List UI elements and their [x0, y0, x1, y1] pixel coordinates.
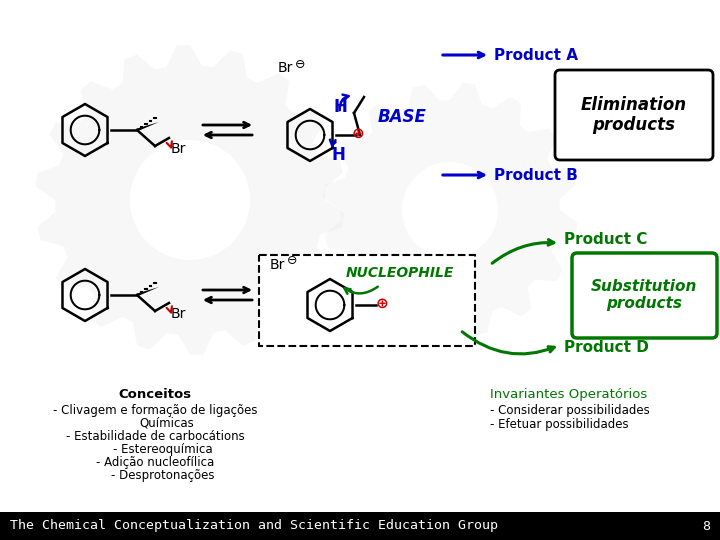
Text: - Clivagem e formação de ligações: - Clivagem e formação de ligações [53, 404, 257, 417]
Text: - Estabilidade de carbocátions: - Estabilidade de carbocátions [66, 430, 244, 443]
Text: Product C: Product C [564, 233, 647, 247]
Text: Br: Br [171, 307, 186, 321]
Text: ⊕: ⊕ [376, 295, 389, 310]
Text: ⊖: ⊖ [287, 254, 297, 267]
Text: - Desprotonações: - Desprotonações [112, 469, 215, 482]
Circle shape [130, 140, 250, 260]
Text: The Chemical Conceptualization and Scientific Education Group: The Chemical Conceptualization and Scien… [10, 519, 498, 532]
FancyBboxPatch shape [555, 70, 713, 160]
Polygon shape [137, 287, 159, 296]
Text: Product A: Product A [494, 48, 578, 63]
Text: Product D: Product D [564, 341, 649, 355]
Text: - Estereoquímica: - Estereoquímica [113, 443, 213, 456]
Text: Product B: Product B [494, 167, 578, 183]
Text: 8: 8 [702, 519, 710, 532]
Text: Br: Br [171, 142, 186, 156]
Text: - Efetuar possibilidades: - Efetuar possibilidades [490, 418, 629, 431]
Bar [0, 512, 720, 540]
Text: NUCLEOPHILE: NUCLEOPHILE [346, 266, 454, 280]
Text: Invariantes Operatórios: Invariantes Operatórios [490, 388, 647, 401]
Text: H: H [333, 98, 347, 116]
FancyBboxPatch shape [572, 253, 717, 338]
Polygon shape [137, 122, 159, 132]
Text: Br: Br [270, 258, 285, 272]
Text: ⊕: ⊕ [352, 125, 365, 140]
Text: BASE: BASE [378, 108, 427, 126]
Text: Conceitos: Conceitos [118, 388, 192, 401]
Circle shape [402, 162, 498, 258]
Text: Br: Br [278, 61, 293, 75]
Text: H: H [331, 146, 345, 164]
FancyBboxPatch shape [259, 255, 475, 346]
Text: ⊖: ⊖ [295, 57, 305, 71]
Text: Químicas: Químicas [140, 417, 194, 430]
Text: - Adição nucleofílica: - Adição nucleofílica [96, 456, 214, 469]
Text: - Considerar possibilidades: - Considerar possibilidades [490, 404, 649, 417]
Polygon shape [323, 83, 577, 338]
Text: Substitution
products: Substitution products [591, 279, 697, 311]
Text: Elimination
products: Elimination products [581, 96, 687, 134]
Polygon shape [35, 45, 344, 355]
